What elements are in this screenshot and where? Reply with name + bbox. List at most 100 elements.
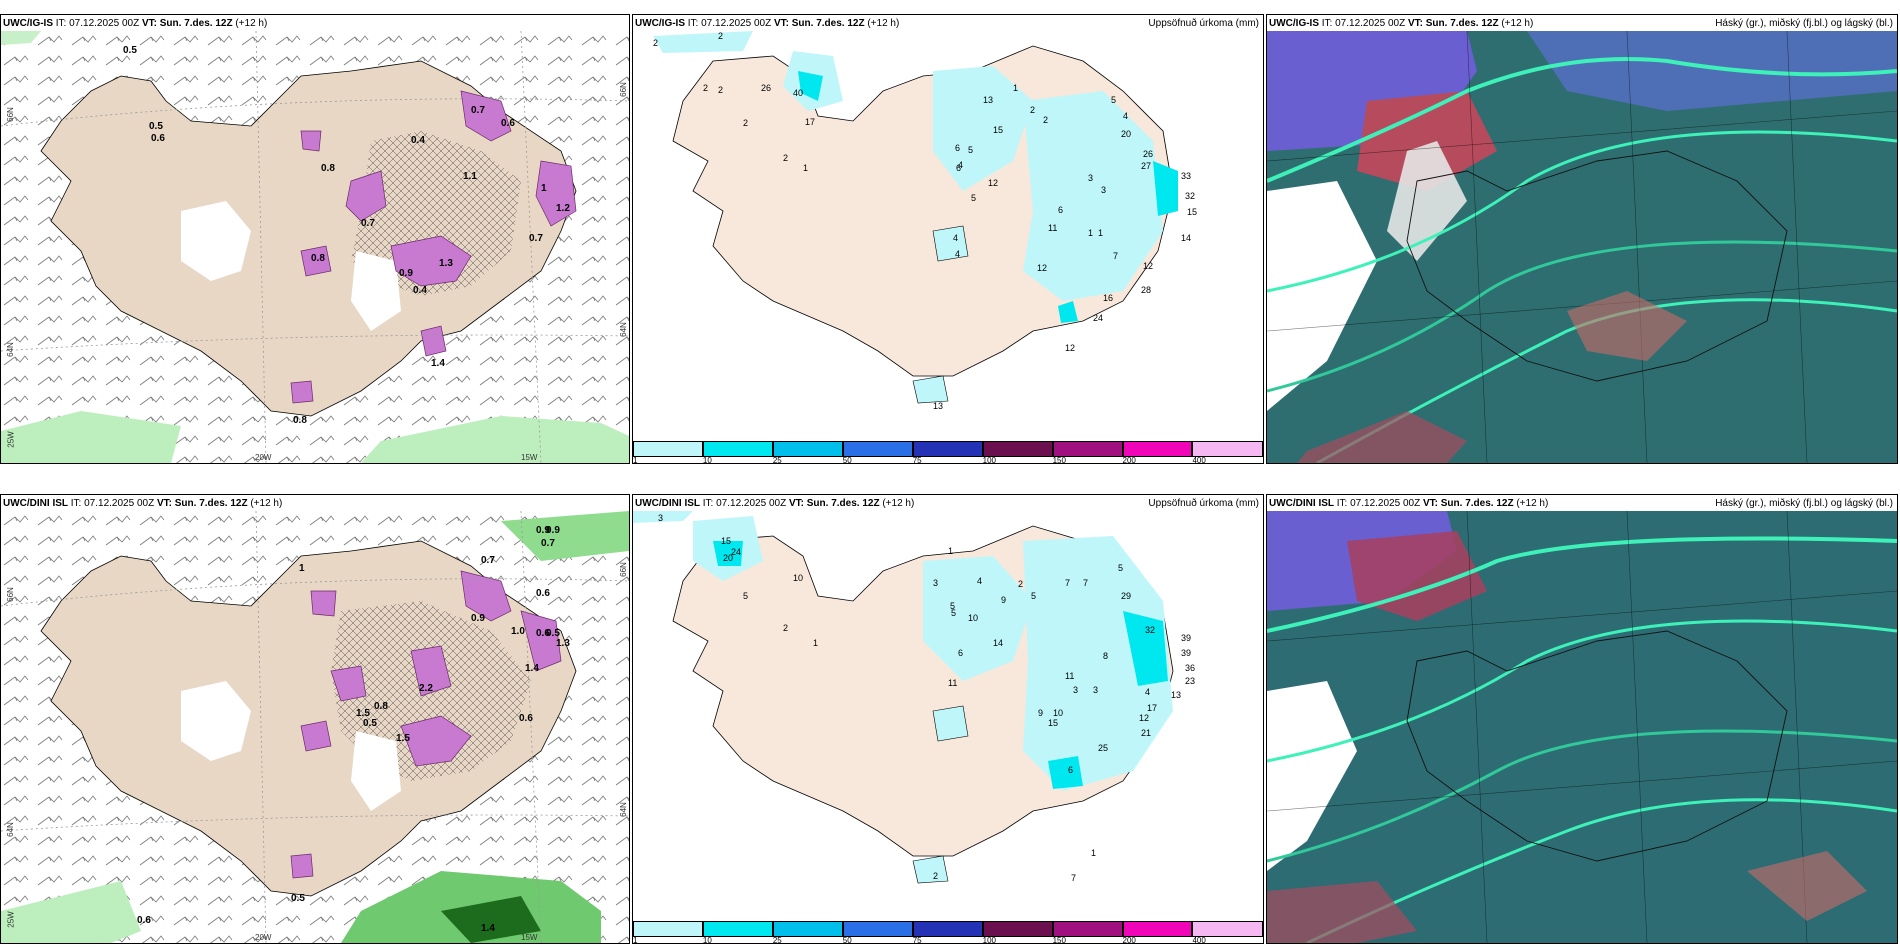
precip-value-labels: 2 2 2 2 2 26 40 17 2 1 13 15 1 2 2 6 5 1… bbox=[653, 31, 1197, 411]
svg-text:1: 1 bbox=[541, 183, 547, 194]
svg-text:4: 4 bbox=[955, 249, 960, 259]
lon-label: 20W bbox=[255, 453, 272, 462]
panel-title-right: Uppsöfnuð úrkoma (mm) bbox=[1148, 18, 1259, 29]
colorbar-swatch bbox=[912, 921, 983, 937]
svg-text:4: 4 bbox=[1145, 687, 1150, 697]
svg-text:0.5: 0.5 bbox=[546, 628, 560, 639]
svg-text:3: 3 bbox=[1073, 685, 1078, 695]
svg-text:1.3: 1.3 bbox=[556, 638, 570, 649]
colorbar-swatch bbox=[912, 441, 983, 457]
map-area: 0.9 0.9 0.7 0.7 0.6 0.6 0.5 1.3 2.2 1 0.… bbox=[1, 510, 629, 943]
svg-text:1: 1 bbox=[803, 163, 808, 173]
precip-value-labels: 0.5 0.5 0.6 0.4 0.7 0.6 1 1.2 0.8 0.9 1.… bbox=[123, 45, 570, 426]
colorbar-label: 25 bbox=[772, 456, 782, 464]
svg-text:1.0: 1.0 bbox=[511, 626, 525, 637]
svg-text:3: 3 bbox=[658, 513, 663, 523]
svg-text:0.7: 0.7 bbox=[541, 538, 555, 549]
svg-text:0.6: 0.6 bbox=[501, 118, 515, 129]
row1-panel-accum-precip: UWC/IG-IS IT: 07.12.2025 00Z VT: Sun. 7.… bbox=[632, 14, 1264, 464]
svg-text:1.2: 1.2 bbox=[556, 203, 570, 214]
svg-text:27: 27 bbox=[1141, 161, 1151, 171]
svg-text:0.5: 0.5 bbox=[363, 718, 377, 729]
colorbar-swatch bbox=[842, 921, 913, 937]
svg-text:1.5: 1.5 bbox=[396, 733, 410, 744]
colorbar-label: 1 bbox=[633, 456, 638, 464]
svg-text:24: 24 bbox=[731, 547, 741, 557]
svg-text:15: 15 bbox=[721, 536, 731, 546]
colorbar-label: 150 bbox=[1052, 936, 1066, 944]
colorbar-label: 1 bbox=[633, 936, 638, 944]
precip-value-labels: 0.9 0.9 0.7 0.7 0.6 0.6 0.5 1.3 2.2 1 0.… bbox=[137, 525, 570, 934]
colorbar-label: 25 bbox=[772, 936, 782, 944]
colorbar-label: 200 bbox=[1122, 936, 1136, 944]
colorbar-swatch bbox=[1122, 441, 1193, 457]
svg-text:5: 5 bbox=[971, 193, 976, 203]
lat-label-right: 66N bbox=[618, 562, 628, 577]
svg-text:7: 7 bbox=[1083, 578, 1088, 588]
svg-text:6: 6 bbox=[1068, 765, 1073, 775]
colorbar-swatch bbox=[1122, 921, 1193, 937]
svg-text:25: 25 bbox=[1098, 743, 1108, 753]
lat-label: 25W bbox=[6, 431, 16, 448]
colorbar-swatch bbox=[982, 441, 1053, 457]
svg-text:12: 12 bbox=[988, 178, 998, 188]
svg-text:21: 21 bbox=[1141, 728, 1151, 738]
colorbar-label: 100 bbox=[982, 456, 996, 464]
colorbar-label: 100 bbox=[982, 936, 996, 944]
colorbar-swatch bbox=[1192, 921, 1263, 937]
wind-precip-map: 0.9 0.9 0.7 0.7 0.6 0.6 0.5 1.3 2.2 1 0.… bbox=[1, 510, 629, 943]
svg-text:0.4: 0.4 bbox=[411, 135, 425, 146]
colorbar-label: 400 bbox=[1192, 936, 1206, 944]
lon-label: 20W bbox=[255, 933, 272, 942]
lat-label: 25W bbox=[6, 911, 16, 928]
svg-text:1: 1 bbox=[299, 563, 305, 574]
colorbar-label: 200 bbox=[1122, 456, 1136, 464]
colorbar-label: 150 bbox=[1052, 456, 1066, 464]
lat-label: 66N bbox=[5, 107, 15, 122]
svg-text:1: 1 bbox=[948, 546, 953, 556]
map-area bbox=[1267, 30, 1897, 463]
svg-text:2.2: 2.2 bbox=[419, 683, 433, 694]
svg-text:0.8: 0.8 bbox=[293, 415, 307, 426]
svg-text:3: 3 bbox=[1093, 685, 1098, 695]
svg-text:12: 12 bbox=[1065, 343, 1075, 353]
svg-text:0.8: 0.8 bbox=[311, 253, 325, 264]
colorbar-label: 400 bbox=[1192, 456, 1206, 464]
svg-text:2: 2 bbox=[1030, 105, 1035, 115]
row1-panel-wind-precip: UWC/IG-IS IT: 07.12.2025 00Z VT: Sun. 7.… bbox=[0, 14, 630, 464]
svg-text:12: 12 bbox=[1139, 713, 1149, 723]
svg-text:0.8: 0.8 bbox=[374, 701, 388, 712]
svg-text:13: 13 bbox=[1171, 690, 1181, 700]
lat-label-right: 64N bbox=[618, 322, 628, 337]
svg-text:7: 7 bbox=[1071, 873, 1076, 883]
svg-text:10: 10 bbox=[1053, 708, 1063, 718]
svg-text:2: 2 bbox=[933, 871, 938, 881]
svg-text:5: 5 bbox=[1111, 95, 1116, 105]
row1-panel-clouds: UWC/IG-IS IT: 07.12.2025 00Z VT: Sun. 7.… bbox=[1266, 14, 1898, 464]
svg-text:11: 11 bbox=[1065, 671, 1074, 681]
svg-text:32: 32 bbox=[1145, 625, 1155, 635]
svg-text:10: 10 bbox=[968, 613, 978, 623]
svg-text:36: 36 bbox=[1185, 663, 1195, 673]
colorbar-swatch bbox=[1052, 441, 1123, 457]
map-area: 3 15 20 24 5 10 2 1 1 3 4 9 2 5 5 10 14 … bbox=[633, 511, 1263, 921]
wind-precip-map: 0.5 0.5 0.6 0.4 0.7 0.6 1 1.2 0.8 0.9 1.… bbox=[1, 30, 629, 463]
svg-text:11: 11 bbox=[948, 678, 957, 688]
svg-text:0.6: 0.6 bbox=[137, 915, 151, 926]
svg-text:0.9: 0.9 bbox=[546, 525, 560, 536]
svg-text:3: 3 bbox=[1101, 185, 1106, 195]
precip-value-labels: 3 15 20 24 5 10 2 1 1 3 4 9 2 5 5 10 14 … bbox=[658, 513, 1195, 883]
panel-title-right: Uppsöfnuð úrkoma (mm) bbox=[1148, 498, 1259, 509]
svg-text:0.7: 0.7 bbox=[361, 218, 375, 229]
lat-label-right: 66N bbox=[618, 82, 628, 97]
svg-text:23: 23 bbox=[1185, 676, 1195, 686]
svg-text:17: 17 bbox=[805, 117, 815, 127]
row2-panel-accum-precip: UWC/DINI ISL IT: 07.12.2025 00Z VT: Sun.… bbox=[632, 494, 1264, 944]
colorbar-swatch bbox=[702, 921, 773, 937]
panel-header: UWC/DINI ISL IT: 07.12.2025 00Z VT: Sun.… bbox=[3, 498, 283, 509]
panel-header: UWC/DINI ISL IT: 07.12.2025 00Z VT: Sun.… bbox=[635, 498, 915, 509]
svg-text:20: 20 bbox=[1121, 129, 1131, 139]
svg-text:6: 6 bbox=[956, 163, 961, 173]
colorbar-label: 10 bbox=[702, 456, 712, 464]
svg-text:0.6: 0.6 bbox=[151, 133, 165, 144]
